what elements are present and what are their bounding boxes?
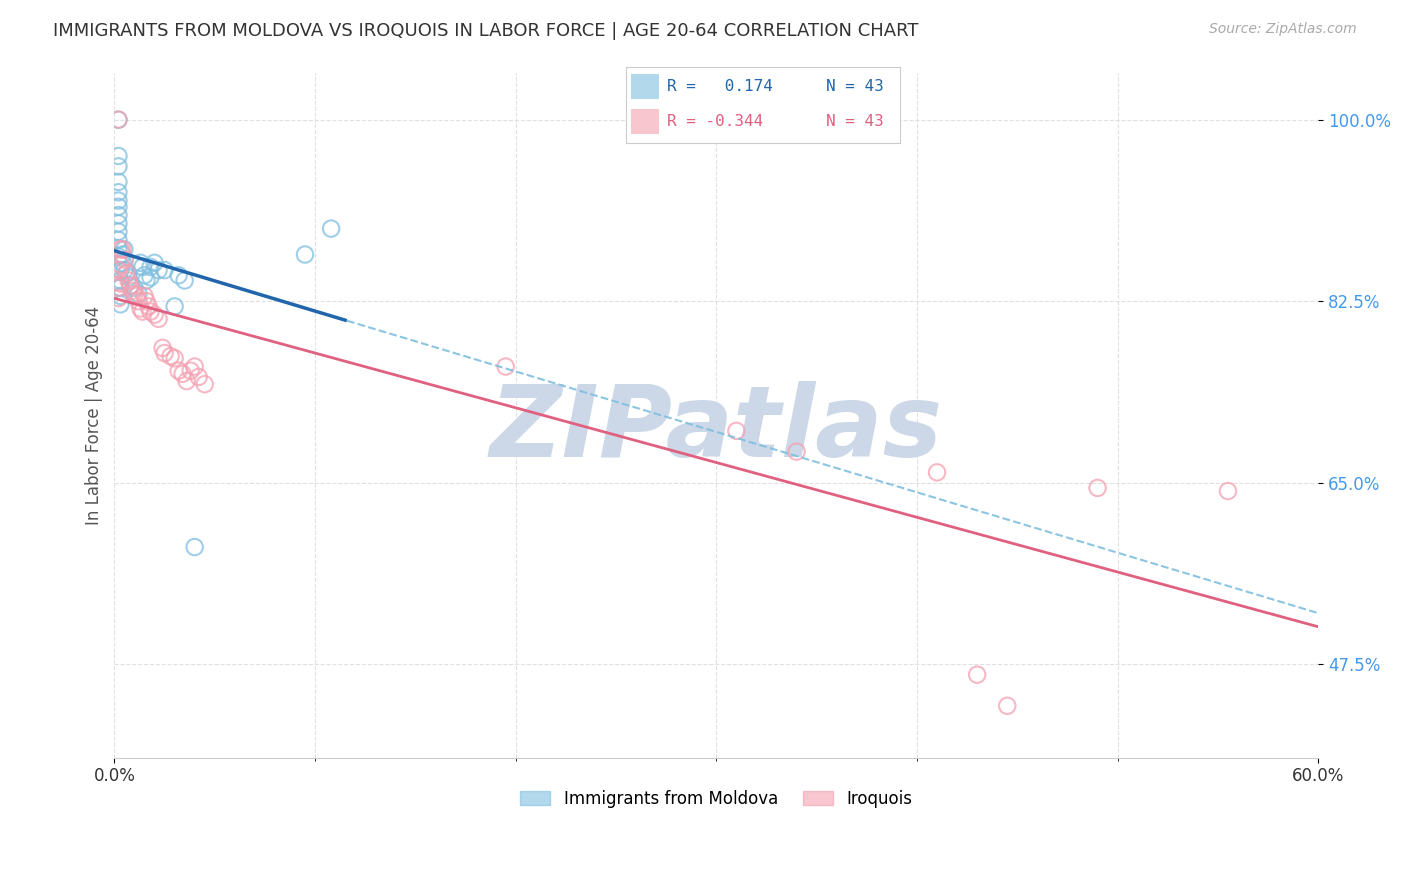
Point xyxy=(163,299,186,313)
Point xyxy=(114,263,136,277)
Point xyxy=(110,297,132,311)
Point xyxy=(183,540,205,554)
Point xyxy=(110,289,132,303)
Text: N = 43: N = 43 xyxy=(825,79,883,95)
Point xyxy=(110,263,132,277)
Point xyxy=(107,216,129,230)
Point xyxy=(139,304,162,318)
Text: ZIPatlas: ZIPatlas xyxy=(489,381,943,477)
Point xyxy=(107,291,129,305)
Point xyxy=(786,444,808,458)
Point xyxy=(107,112,129,127)
Point xyxy=(117,270,139,285)
Point xyxy=(180,364,202,378)
Point xyxy=(125,289,148,303)
Point xyxy=(124,287,146,301)
Point xyxy=(925,466,948,480)
Point xyxy=(124,281,146,295)
Point xyxy=(117,273,139,287)
Point xyxy=(107,250,129,264)
Point xyxy=(110,281,132,295)
Point xyxy=(107,263,129,277)
Point xyxy=(115,266,138,280)
Point xyxy=(131,260,153,274)
Point xyxy=(110,273,132,287)
Point xyxy=(148,311,170,326)
Point xyxy=(995,698,1018,713)
Point xyxy=(152,341,174,355)
Point xyxy=(107,159,129,173)
Point xyxy=(172,367,194,381)
Point xyxy=(107,200,129,214)
Point xyxy=(1216,483,1239,498)
Point xyxy=(134,289,156,303)
Point xyxy=(107,208,129,222)
Point xyxy=(135,294,157,309)
Point xyxy=(966,667,988,681)
Point xyxy=(107,281,129,295)
Bar xyxy=(631,110,658,134)
Point xyxy=(127,287,149,301)
Point xyxy=(110,258,132,272)
Point xyxy=(107,175,129,189)
Point xyxy=(127,294,149,309)
Point xyxy=(167,364,190,378)
Legend: Immigrants from Moldova, Iroquois: Immigrants from Moldova, Iroquois xyxy=(513,783,920,814)
Text: R =   0.174: R = 0.174 xyxy=(666,79,773,95)
Point xyxy=(187,370,209,384)
Text: IMMIGRANTS FROM MOLDOVA VS IROQUOIS IN LABOR FORCE | AGE 20-64 CORRELATION CHART: IMMIGRANTS FROM MOLDOVA VS IROQUOIS IN L… xyxy=(53,22,920,40)
Point xyxy=(107,194,129,208)
Point xyxy=(107,225,129,239)
Point xyxy=(143,308,166,322)
Point xyxy=(139,270,162,285)
Bar xyxy=(631,75,658,99)
Point xyxy=(153,263,176,277)
Point xyxy=(319,221,342,235)
Point xyxy=(120,278,142,293)
Point xyxy=(131,304,153,318)
Y-axis label: In Labor Force | Age 20-64: In Labor Force | Age 20-64 xyxy=(86,306,103,524)
Point xyxy=(294,247,316,261)
Point xyxy=(138,299,160,313)
Point xyxy=(121,284,143,298)
Point xyxy=(183,359,205,374)
Point xyxy=(111,247,134,261)
Point xyxy=(725,424,748,438)
Point xyxy=(194,377,217,392)
Point xyxy=(120,278,142,293)
Point xyxy=(129,256,152,270)
Point xyxy=(1087,481,1109,495)
Point xyxy=(107,241,129,255)
Point xyxy=(107,112,129,127)
Point xyxy=(143,256,166,270)
Point xyxy=(163,351,186,366)
Point xyxy=(148,263,170,277)
Point xyxy=(114,252,136,267)
Point xyxy=(134,268,156,283)
Point xyxy=(107,186,129,200)
Point xyxy=(114,243,136,257)
Point xyxy=(111,243,134,257)
Point xyxy=(135,273,157,287)
Point xyxy=(110,243,132,257)
Point xyxy=(176,374,198,388)
Point xyxy=(107,149,129,163)
Point xyxy=(139,260,162,274)
Text: R = -0.344: R = -0.344 xyxy=(666,114,763,129)
Point xyxy=(495,359,517,374)
Point xyxy=(111,256,134,270)
Point xyxy=(110,277,132,291)
Point xyxy=(153,346,176,360)
Point xyxy=(173,273,195,287)
Point xyxy=(129,301,152,316)
Point xyxy=(107,281,129,295)
Text: Source: ZipAtlas.com: Source: ZipAtlas.com xyxy=(1209,22,1357,37)
Point xyxy=(167,268,190,283)
Point xyxy=(107,233,129,247)
Text: N = 43: N = 43 xyxy=(825,114,883,129)
Point xyxy=(115,266,138,280)
Point xyxy=(159,349,181,363)
